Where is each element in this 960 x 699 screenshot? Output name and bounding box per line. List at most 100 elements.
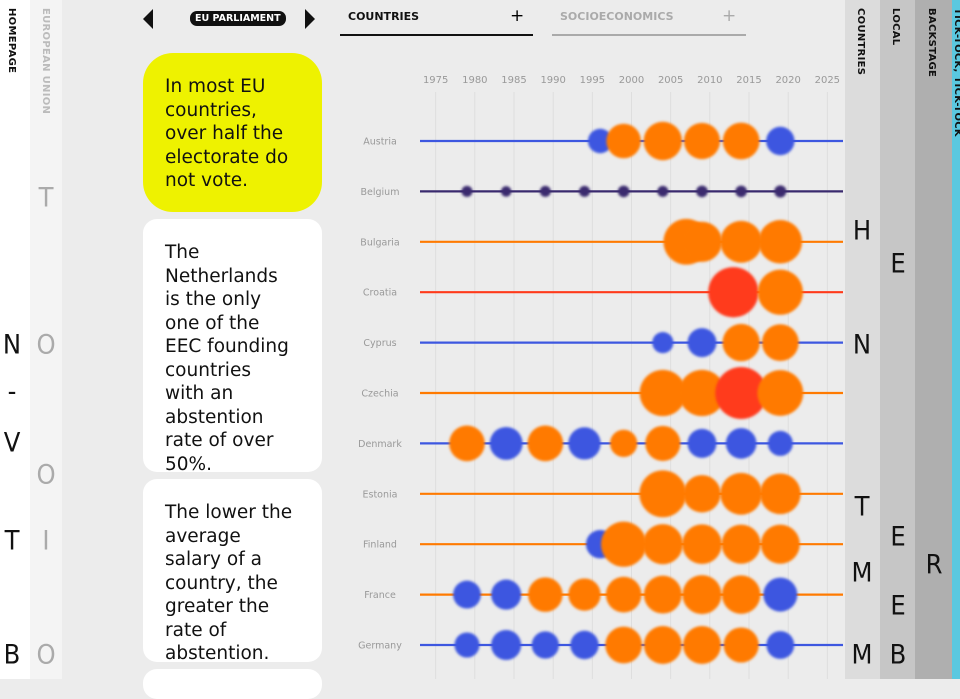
nav-label[interactable]: EUROPEAN UNION bbox=[40, 8, 51, 115]
row-label: Belgium bbox=[361, 187, 400, 198]
nav-label[interactable]: BACKSTAGE bbox=[926, 8, 937, 78]
letter: T bbox=[38, 182, 54, 214]
bubble bbox=[767, 430, 793, 456]
bubble bbox=[605, 626, 643, 664]
bubble bbox=[539, 185, 551, 197]
letter: O bbox=[36, 639, 56, 671]
row-label: Bulgaria bbox=[360, 237, 399, 248]
row-label: Finland bbox=[363, 540, 397, 551]
letter: - bbox=[7, 376, 17, 408]
bubble bbox=[687, 428, 717, 458]
backstage-column[interactable]: BACKSTAGE bbox=[915, 0, 952, 679]
bubble bbox=[568, 427, 601, 460]
bubble bbox=[722, 323, 760, 362]
x-tick-label: 2015 bbox=[736, 75, 761, 86]
bubble bbox=[725, 428, 757, 459]
letter: R bbox=[925, 549, 943, 581]
letter: E bbox=[890, 248, 906, 280]
bubble bbox=[681, 221, 723, 262]
bubble bbox=[683, 475, 721, 513]
bubble bbox=[642, 524, 683, 565]
bubble bbox=[605, 576, 642, 613]
letter: E bbox=[890, 590, 906, 622]
bubble bbox=[527, 425, 564, 462]
bubble bbox=[721, 575, 761, 614]
x-tick-label: 1975 bbox=[423, 75, 448, 86]
bubble bbox=[720, 472, 763, 515]
letter: N bbox=[852, 329, 872, 361]
row-label: Denmark bbox=[358, 439, 402, 450]
row-label: Austria bbox=[363, 137, 397, 148]
bubble bbox=[454, 632, 480, 658]
bubble bbox=[606, 123, 641, 159]
bubble bbox=[587, 128, 613, 154]
card: In most EU countries, over half the elec… bbox=[143, 53, 322, 212]
bubble bbox=[528, 577, 563, 612]
card bbox=[143, 669, 322, 699]
letter: O bbox=[36, 329, 56, 361]
x-tick-label: 1995 bbox=[580, 75, 605, 86]
bubble bbox=[735, 185, 747, 198]
bubble bbox=[683, 122, 721, 160]
bubble bbox=[601, 521, 647, 567]
row-label: Germany bbox=[358, 641, 402, 652]
x-tick-label: 2020 bbox=[775, 75, 800, 86]
bubble bbox=[643, 575, 682, 614]
letter: V bbox=[3, 427, 21, 459]
bubble bbox=[617, 185, 630, 198]
bubble bbox=[657, 185, 669, 197]
bubble bbox=[489, 426, 523, 460]
bubble bbox=[757, 370, 804, 416]
x-tick-label: 1980 bbox=[462, 75, 487, 86]
letter: M bbox=[851, 639, 873, 671]
bubble bbox=[708, 267, 759, 318]
next-arrow[interactable] bbox=[302, 8, 318, 30]
bubble bbox=[715, 367, 768, 419]
x-tick-label: 2025 bbox=[815, 75, 840, 86]
letter: B bbox=[889, 639, 907, 671]
bubble bbox=[682, 524, 722, 564]
bubble bbox=[720, 220, 763, 263]
bubble bbox=[683, 626, 721, 664]
chart: 1975 1980 1985 1990 1995 2000 2005 2010 2015 2020… bbox=[358, 75, 843, 679]
ticktock-column[interactable]: TICK-TOCK, TICK-TOCK bbox=[952, 0, 960, 679]
nav-label[interactable]: LOCAL bbox=[890, 8, 901, 46]
letter: E bbox=[890, 521, 906, 553]
tab-icon[interactable]: + bbox=[510, 6, 525, 26]
bubble bbox=[500, 186, 512, 197]
bubble bbox=[491, 629, 522, 661]
bubble bbox=[453, 580, 481, 609]
eu-column[interactable]: EUROPEAN UNION bbox=[30, 0, 62, 679]
x-tick-label: 1985 bbox=[501, 75, 526, 86]
bubble bbox=[678, 369, 726, 417]
bubble bbox=[643, 626, 682, 664]
tab-icon[interactable]: + bbox=[722, 6, 737, 26]
bubble bbox=[696, 185, 708, 198]
tab-countries[interactable]: COUNTRIES + bbox=[340, 0, 533, 36]
bubble bbox=[491, 579, 522, 610]
card: The lower the average salary of a countr… bbox=[143, 479, 322, 664]
x-tick-label: 2010 bbox=[697, 75, 722, 86]
tab-label[interactable]: SOCIOECONOMICS bbox=[560, 10, 674, 23]
homepage-column[interactable]: HOMEPAGE bbox=[0, 0, 30, 679]
bubble bbox=[652, 332, 674, 354]
bubble bbox=[721, 524, 761, 564]
prev-arrow[interactable] bbox=[140, 8, 156, 30]
tab-label[interactable]: COUNTRIES bbox=[348, 10, 420, 23]
letter: T bbox=[4, 525, 20, 557]
local-column[interactable]: LOCAL bbox=[880, 0, 915, 679]
nav-label[interactable]: HOMEPAGE bbox=[6, 8, 17, 74]
tab-socioeconomics[interactable]: SOCIOECONOMICS + bbox=[552, 0, 746, 36]
nav-label[interactable]: TICK-TOCK, TICK-TOCK bbox=[952, 8, 960, 137]
row-label: France bbox=[364, 590, 396, 601]
bubble bbox=[568, 578, 601, 611]
nav-label[interactable]: COUNTRIES bbox=[855, 8, 866, 76]
bubble bbox=[639, 470, 687, 518]
bubble bbox=[578, 185, 591, 197]
row-label: Croatia bbox=[363, 288, 397, 299]
countries-column[interactable]: COUNTRIES bbox=[845, 0, 880, 679]
bubble bbox=[639, 369, 686, 417]
bubble bbox=[687, 328, 717, 358]
letter: O bbox=[36, 459, 56, 491]
